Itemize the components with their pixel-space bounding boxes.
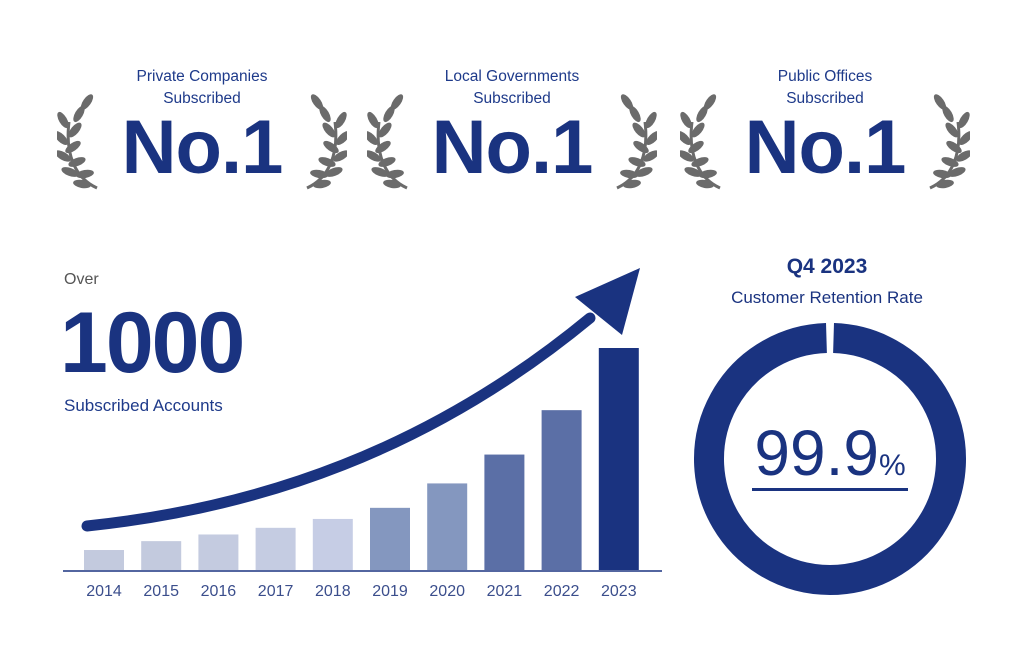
bar-2023 bbox=[598, 348, 639, 570]
x-tick-label: 2016 bbox=[201, 583, 237, 600]
retention-value: 99.9 bbox=[754, 417, 879, 489]
accounts-value: 1000 bbox=[60, 295, 245, 391]
award-rank: No.1 bbox=[121, 105, 284, 190]
x-tick-label: 2014 bbox=[86, 583, 122, 600]
retention-underline bbox=[752, 488, 908, 491]
bar-2016 bbox=[198, 534, 239, 570]
trend-arrow-icon bbox=[81, 312, 596, 532]
award-private-companies: Private Companies Subscribed No.1 bbox=[57, 62, 347, 192]
award-public-offices: Public Offices Subscribed No.1 bbox=[680, 62, 970, 192]
trend-arrowhead-icon bbox=[575, 268, 640, 335]
retention-value-block: 99.9% bbox=[740, 418, 920, 501]
accounts-label: Subscribed Accounts bbox=[64, 396, 223, 415]
bar-2022 bbox=[541, 410, 582, 570]
bar-2018 bbox=[312, 518, 353, 570]
x-tick-label: 2018 bbox=[315, 583, 351, 600]
bar-2021 bbox=[484, 454, 525, 570]
retention-period: Q4 2023 bbox=[786, 255, 868, 278]
x-tick-label: 2015 bbox=[143, 583, 179, 600]
award-label: Private Companies Subscribed bbox=[136, 68, 268, 107]
bar-2020 bbox=[427, 483, 468, 570]
x-tick-label: 2023 bbox=[601, 583, 637, 600]
bar-2015 bbox=[141, 541, 182, 570]
bar-2019 bbox=[370, 507, 410, 570]
award-label: Local Governments Subscribed bbox=[444, 68, 580, 107]
bar-2014 bbox=[84, 550, 124, 570]
x-tick-label: 2021 bbox=[487, 583, 523, 600]
x-tick-label: 2017 bbox=[258, 583, 294, 600]
accounts-prefix: Over bbox=[64, 271, 99, 288]
x-tick-label: 2022 bbox=[544, 583, 580, 600]
x-tick-label: 2020 bbox=[429, 583, 465, 600]
retention-arc bbox=[694, 323, 966, 595]
retention-title: Customer Retention Rate bbox=[731, 288, 923, 307]
award-rank: No.1 bbox=[744, 105, 907, 190]
x-tick-label: 2019 bbox=[372, 583, 408, 600]
award-rank: No.1 bbox=[431, 105, 594, 190]
award-label: Public Offices Subscribed bbox=[777, 68, 873, 107]
award-local-governments: Local Governments Subscribed No.1 bbox=[367, 62, 657, 192]
bar-2017 bbox=[255, 527, 296, 570]
retention-unit: % bbox=[878, 449, 906, 482]
